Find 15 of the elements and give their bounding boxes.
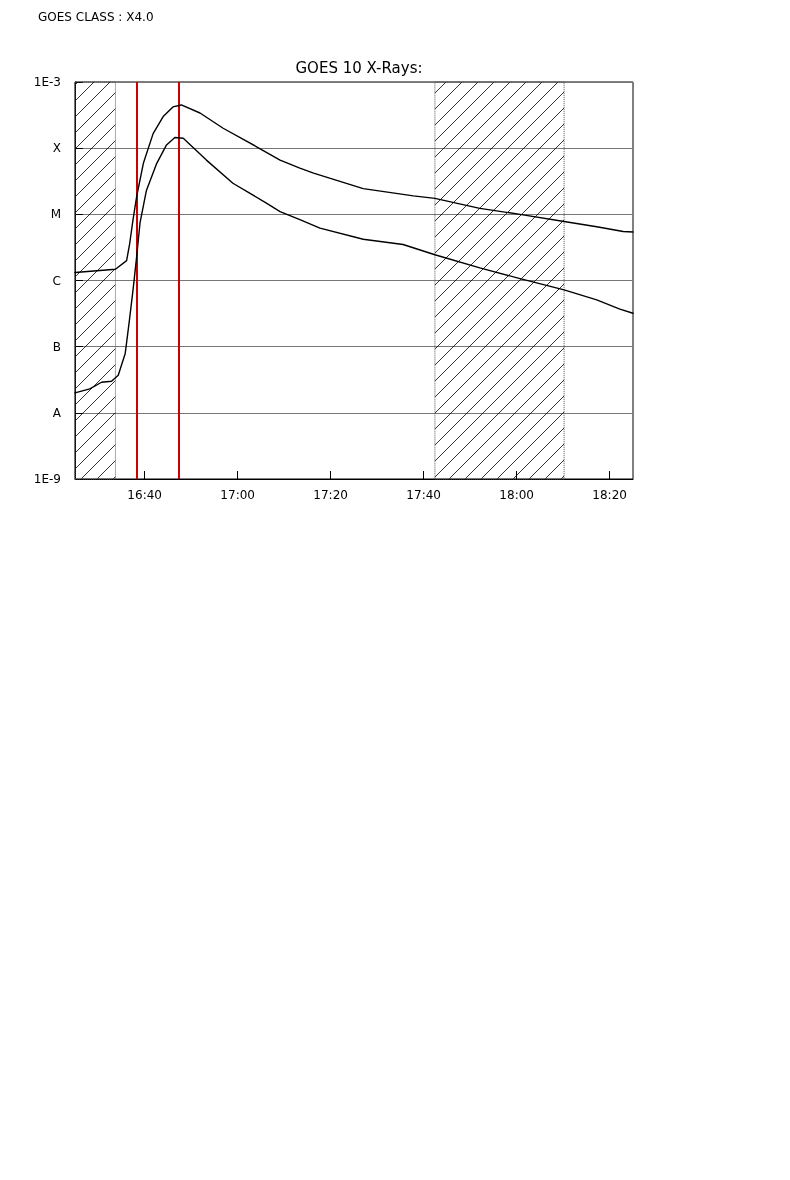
y-tick-label: B [52,339,61,354]
x-tick-label: 17:00 [220,488,255,502]
y-tick-label: X [52,141,61,156]
x-tick-label: 16:40 [127,488,162,502]
x-tick-label: 18:00 [499,488,534,502]
text: GOES CLASS : X4.0 [38,10,154,24]
y-tick-label: 1E-9 [33,472,61,486]
y-tick-label: 1E-3 [33,75,61,89]
y-tick-label: A [52,405,62,420]
y-tick-label: C [52,273,61,288]
x-tick-label: 17:20 [313,488,348,502]
chart-title: GOES 10 X-Rays: [295,58,423,77]
x-tick-label: 17:40 [406,488,441,502]
y-tick-label: M [50,207,61,222]
x-tick-label: 18:20 [592,488,627,502]
